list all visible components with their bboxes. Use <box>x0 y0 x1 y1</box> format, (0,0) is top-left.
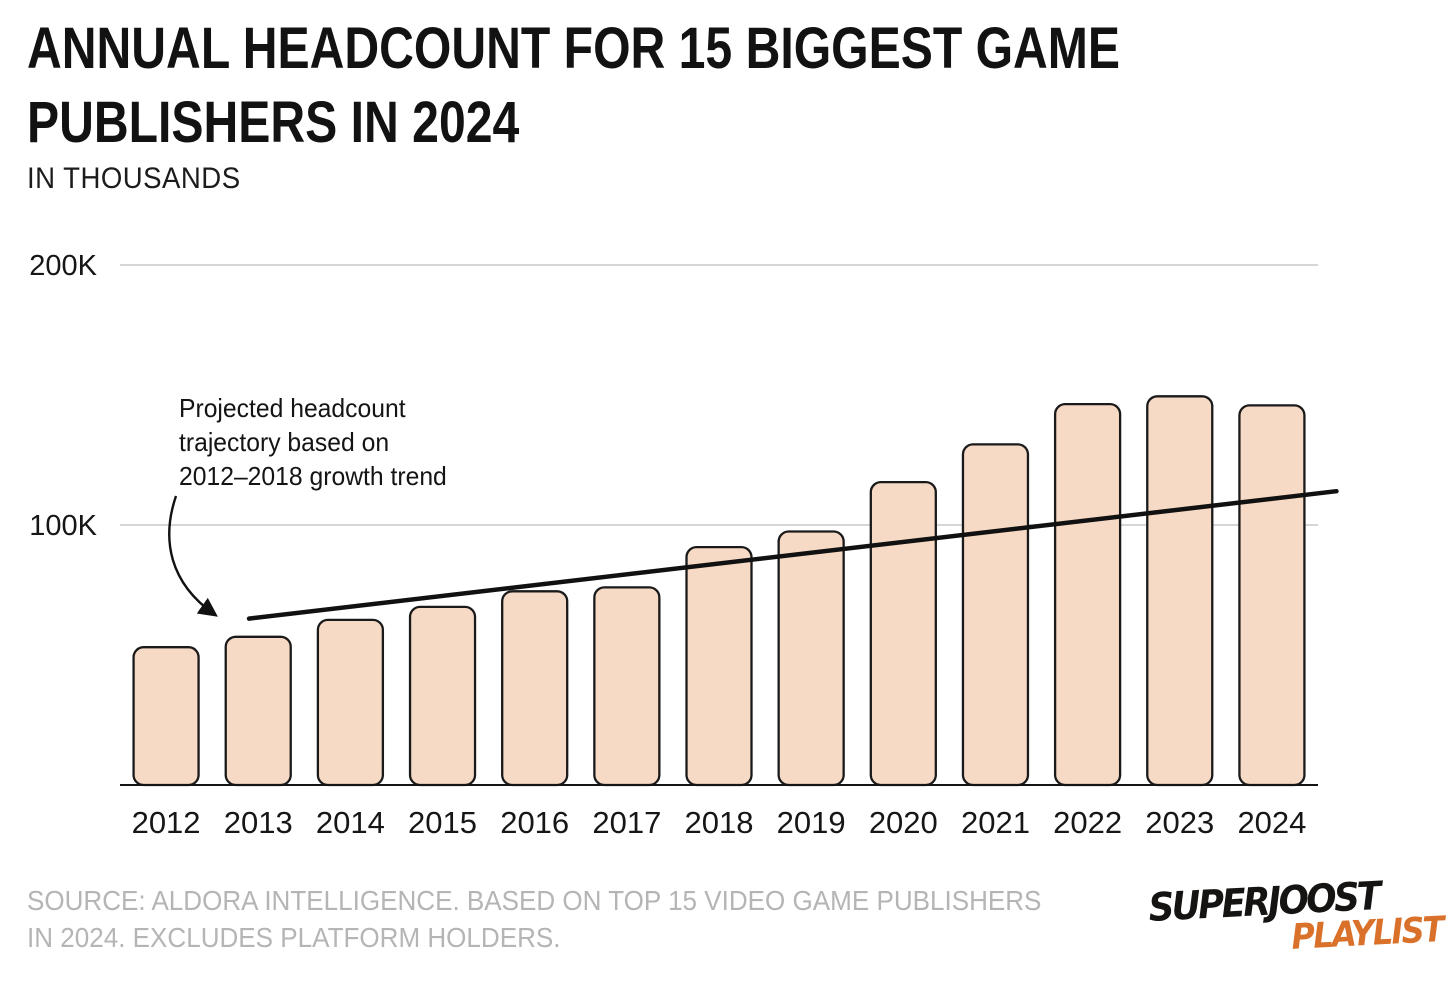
source-note-line1: SOURCE: ALDORA INTELLIGENCE. BASED ON TO… <box>27 885 1042 916</box>
x-axis-label: 2016 <box>500 805 569 840</box>
x-axis-label: 2020 <box>869 805 938 840</box>
page-title-line2: PUBLISHERS IN 2024 <box>27 90 520 155</box>
bar-2014 <box>316 618 385 787</box>
trend-line-layer <box>168 488 1339 621</box>
trend-annotation-line2: trajectory based on <box>179 427 390 457</box>
bar-2021 <box>961 443 1030 787</box>
bar-2020 <box>869 480 937 787</box>
x-axis-label: 2017 <box>592 805 661 840</box>
bar-2016 <box>501 590 569 787</box>
x-axis-label: 2012 <box>132 805 201 840</box>
source-note: SOURCE: ALDORA INTELLIGENCE. BASED ON TO… <box>27 882 1041 956</box>
x-axis-label: 2022 <box>1053 805 1122 840</box>
trend-annotation-line3: 2012–2018 growth trend <box>179 461 447 491</box>
x-axis-label: 2013 <box>224 805 293 840</box>
trend-annotation-line1: Projected headcount <box>179 393 406 423</box>
bar-2018 <box>685 545 753 787</box>
bar-2012 <box>132 646 200 787</box>
x-axis-label: 2024 <box>1237 805 1306 840</box>
source-note-line2: IN 2024. EXCLUDES PLATFORM HOLDERS. <box>27 922 561 953</box>
bar-2015 <box>408 605 477 787</box>
bar-2024 <box>1238 404 1306 787</box>
y-axis-label: 200K <box>29 250 97 282</box>
bar-2019 <box>777 530 845 787</box>
annotation-arrow <box>168 495 218 617</box>
superjoost-playlist-logo: SUPERJOOST PLAYLIST <box>1146 868 1456 968</box>
bar-2013 <box>224 635 292 787</box>
bar-2022 <box>1053 402 1122 787</box>
x-axis-label: 2021 <box>961 805 1030 840</box>
bar-2023 <box>1146 395 1214 787</box>
projected-trend-line <box>246 488 1339 621</box>
x-axis-label: 2015 <box>408 805 477 840</box>
logo-playlist-text: PLAYLIST <box>1290 910 1445 958</box>
x-axis-label: 2019 <box>777 805 846 840</box>
page-title-line1: ANNUAL HEADCOUNT FOR 15 BIGGEST GAME <box>27 16 1121 81</box>
bar-2017 <box>593 586 661 787</box>
trend-annotation: Projected headcount trajectory based on … <box>179 391 447 493</box>
page-subtitle: IN THOUSANDS <box>27 162 241 195</box>
x-axis-label: 2018 <box>685 805 754 840</box>
x-axis-label: 2014 <box>316 805 385 840</box>
page-title: ANNUAL HEADCOUNT FOR 15 BIGGEST GAME PUB… <box>27 12 1120 160</box>
axis-layer: 2012 2013 2014 2015 2016 2017 2018 2019 2020 2021… <box>120 784 1318 840</box>
x-axis-label: 2023 <box>1145 805 1214 840</box>
y-axis-label: 100K <box>29 510 97 542</box>
